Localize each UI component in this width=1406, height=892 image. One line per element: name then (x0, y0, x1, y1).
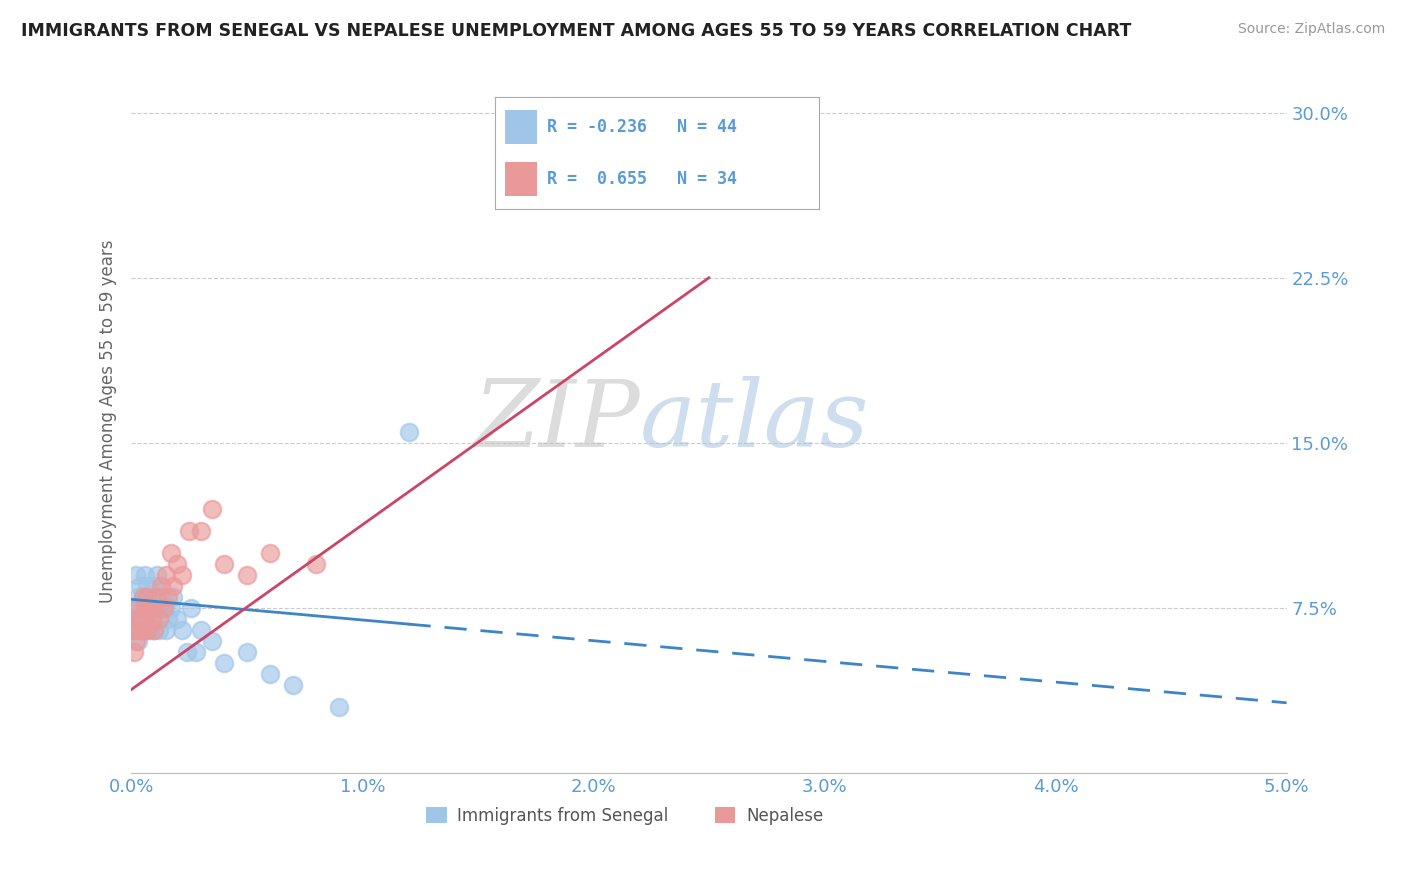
Point (259, 667, 281, 681)
Point (136, 590, 159, 604)
Point (143, 601, 166, 615)
Point (136, 579, 159, 593)
Text: IMMIGRANTS FROM SENEGAL VS NEPALESE UNEMPLOYMENT AMONG AGES 55 TO 59 YEARS CORRE: IMMIGRANTS FROM SENEGAL VS NEPALESE UNEM… (21, 22, 1132, 40)
Point (122, 623, 145, 637)
Point (148, 601, 170, 615)
Point (127, 623, 149, 637)
Point (201, 502, 224, 516)
Point (212, 656, 235, 670)
Point (236, 645, 259, 659)
Point (201, 634, 224, 648)
Point (148, 623, 170, 637)
Point (141, 612, 163, 626)
Point (122, 623, 145, 637)
Point (132, 590, 155, 604)
Point (145, 568, 167, 582)
Bar (714, 807, 735, 822)
Point (141, 601, 163, 615)
Point (127, 634, 149, 648)
Point (328, 700, 350, 714)
Point (125, 612, 148, 626)
Point (143, 623, 166, 637)
Point (148, 612, 170, 626)
Point (143, 623, 166, 637)
Point (138, 623, 160, 637)
Point (143, 601, 166, 615)
Point (281, 678, 304, 692)
Point (125, 568, 148, 582)
Point (152, 601, 174, 615)
Point (152, 601, 174, 615)
Point (155, 623, 177, 637)
Point (155, 568, 177, 582)
Point (184, 645, 207, 659)
Point (159, 601, 181, 615)
Point (166, 612, 188, 626)
Point (190, 524, 212, 538)
Point (136, 623, 159, 637)
Point (127, 590, 149, 604)
Point (157, 590, 180, 604)
Point (143, 579, 166, 593)
Point (134, 601, 156, 615)
Point (125, 612, 148, 626)
Point (127, 601, 149, 615)
Point (190, 623, 212, 637)
Point (150, 579, 173, 593)
Point (134, 568, 156, 582)
Point (305, 557, 328, 571)
Point (125, 634, 148, 648)
Point (134, 612, 156, 626)
Point (697, 138, 720, 153)
Point (122, 645, 145, 659)
Y-axis label: Unemployment Among Ages 55 to 59 years: Unemployment Among Ages 55 to 59 years (100, 239, 117, 603)
Point (145, 590, 167, 604)
Point (180, 601, 202, 615)
Point (129, 612, 152, 626)
Point (150, 590, 173, 604)
Point (177, 524, 200, 538)
Text: Source: ZipAtlas.com: Source: ZipAtlas.com (1237, 22, 1385, 37)
Point (157, 612, 180, 626)
Point (122, 601, 145, 615)
Point (162, 579, 184, 593)
Text: Nepalese: Nepalese (747, 806, 823, 824)
Point (176, 645, 198, 659)
Point (172, 623, 194, 637)
Point (212, 557, 235, 571)
Point (138, 590, 160, 604)
Bar (426, 807, 447, 822)
Point (236, 568, 259, 582)
Point (159, 546, 181, 560)
Point (141, 612, 163, 626)
Text: ZIP: ZIP (472, 376, 640, 466)
Point (136, 601, 159, 615)
Point (132, 623, 155, 637)
Text: atlas: atlas (640, 376, 869, 466)
Point (398, 425, 420, 439)
Point (259, 546, 281, 560)
Point (138, 601, 160, 615)
Point (127, 601, 149, 615)
Point (166, 557, 188, 571)
Point (132, 623, 155, 637)
Point (129, 612, 152, 626)
Point (132, 590, 155, 604)
Point (172, 568, 194, 582)
Text: Immigrants from Senegal: Immigrants from Senegal (457, 806, 668, 824)
Point (162, 590, 184, 604)
Point (129, 579, 152, 593)
